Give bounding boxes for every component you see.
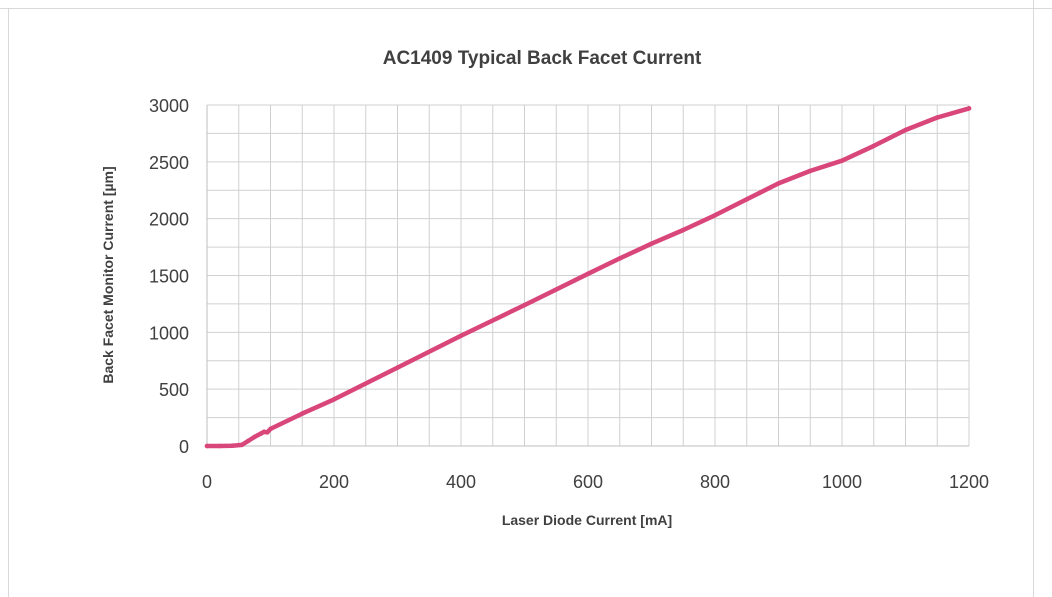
axes [206,105,969,447]
frame-left-border [8,8,9,597]
y-tick-label: 2500 [149,153,189,173]
data-point [839,158,845,163]
data-point [239,442,245,448]
data-point [268,426,273,432]
x-tick-label: 800 [700,472,730,492]
y-tick-label: 3000 [149,96,189,116]
data-point [649,241,654,246]
y-tick-label: 1500 [149,267,189,287]
data-point [245,438,251,444]
x-axis-label: Laser Diode Current [mA] [502,512,672,528]
y-axis-label: Back Facet Monitor Current [µm] [100,166,116,383]
chart-title: AC1409 Typical Back Facet Current [383,48,702,69]
data-point [331,397,337,402]
data-point [776,181,781,186]
data-point [966,106,972,111]
series-layer [204,106,972,449]
data-point [265,430,270,435]
data-point [217,443,222,449]
data-point [395,365,400,370]
data-point [934,115,940,120]
y-tick-label: 0 [179,437,189,457]
frame-top-border [0,8,1052,9]
x-tick-label: 600 [573,472,603,492]
data-point [617,256,623,261]
data-point [680,227,686,233]
data-point [744,197,750,202]
data-point [712,212,718,218]
data-point [230,443,235,448]
data-point [807,168,813,174]
y-tick-label: 2000 [149,210,189,230]
x-tick-label: 0 [202,472,212,492]
data-point [458,333,464,339]
data-point [252,434,257,440]
data-point [299,411,305,416]
x-tick-label: 1200 [949,472,989,492]
data-point [903,127,908,133]
x-tick-label: 1000 [822,472,862,492]
data-point [585,271,591,277]
data-point [522,302,527,308]
series-line [204,106,972,449]
frame-right-border [1033,0,1034,597]
y-tick-labels: 0 500 1000 1500 2000 2500 3000 [149,96,189,457]
data-point [871,143,877,149]
y-tick-label: 500 [159,380,189,400]
data-point [204,443,210,449]
x-tick-label: 400 [446,472,476,492]
y-tick-label: 1000 [149,323,189,343]
x-tick-label: 200 [319,472,349,492]
x-tick-labels: 0 200 400 600 800 1000 1200 [202,472,989,492]
